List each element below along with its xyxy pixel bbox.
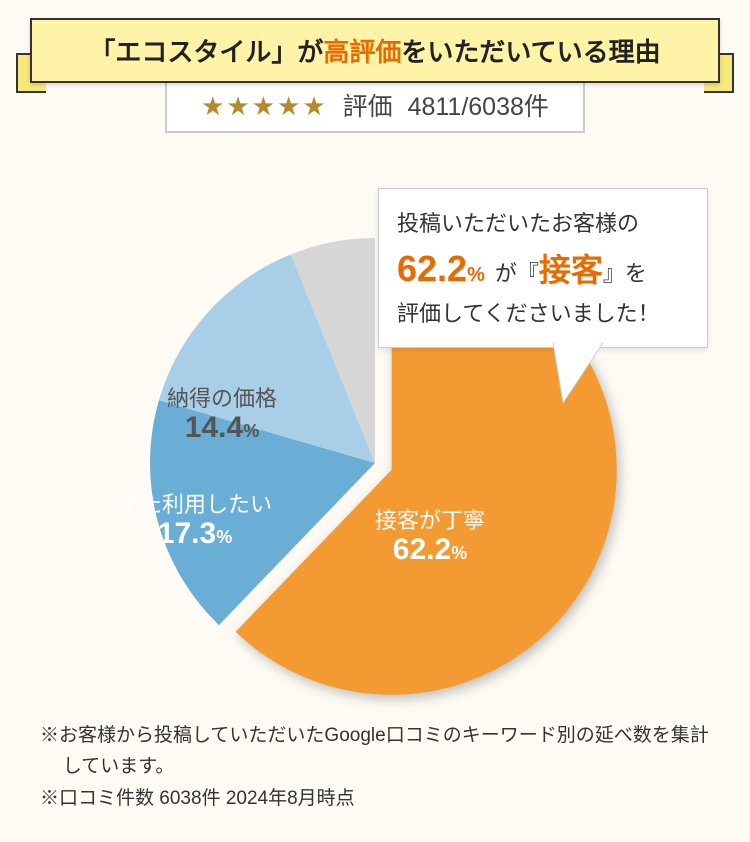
rating-box: ★★★★★ 評価 4811/6038件 — [165, 81, 585, 133]
footnote-1: ※お客様から投稿していただいたGoogle口コミのキーワード別の延べ数を集計して… — [40, 720, 710, 783]
callout-pct-num: 62.2 — [397, 248, 467, 289]
callout-mid2: 』を — [603, 261, 647, 286]
title-post: をいただいている理由 — [401, 37, 660, 67]
pie-chart: 投稿いただいたお客様の 62.2% が『接客』を 評価してくださいました！ 接客… — [0, 133, 750, 673]
title-text: 「エコスタイル」が高評価をいただいている理由 — [30, 18, 720, 83]
title-banner: 「エコスタイル」が高評価をいただいている理由 — [30, 18, 720, 83]
title-pre: 「エコスタイル」が — [89, 37, 323, 67]
callout-tail-icon — [553, 343, 607, 405]
star-icons: ★★★★★ — [201, 91, 328, 121]
footnote-2: ※口コミ件数 6038件 2024年8月時点 — [40, 783, 710, 814]
callout-mid1: が『 — [495, 261, 539, 286]
rating-label: 評価 — [343, 93, 393, 121]
callout-box: 投稿いただいたお客様の 62.2% が『接客』を 評価してくださいました！ — [378, 188, 708, 348]
callout-pct: 62.2% — [397, 248, 495, 289]
footnotes: ※お客様から投稿していただいたGoogle口コミのキーワード別の延べ数を集計して… — [40, 720, 710, 814]
callout-keyword: 接客 — [539, 252, 603, 288]
callout-line3: 評価してくださいました！ — [397, 301, 660, 326]
callout-line1: 投稿いただいたお客様の — [397, 211, 639, 236]
title-highlight: 高評価 — [323, 37, 401, 67]
callout-pct-unit: % — [467, 264, 485, 286]
rating-value: 4811/6038件 — [408, 93, 549, 121]
